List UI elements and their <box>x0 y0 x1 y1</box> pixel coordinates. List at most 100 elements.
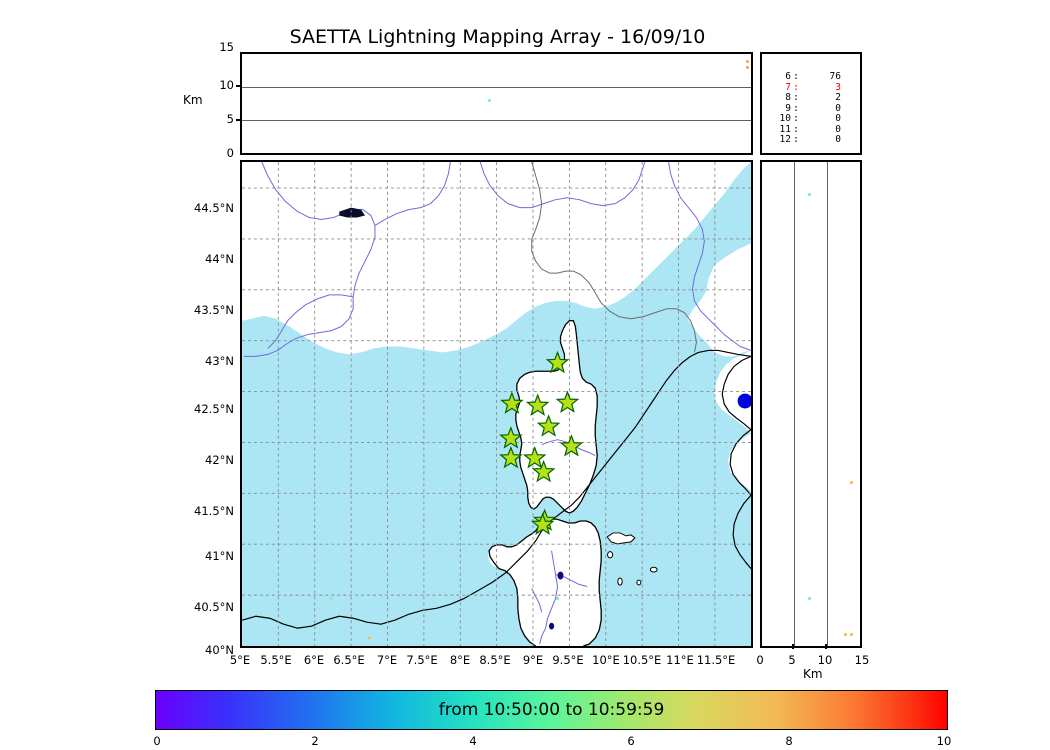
colorbar-tick-6: 6 <box>627 734 635 748</box>
station-marker <box>536 414 561 437</box>
legend-separator: : <box>793 134 799 145</box>
top-panel-ytick-15: 15 <box>219 40 234 54</box>
colorbar-tick-10: 10 <box>936 734 952 748</box>
legend-count: 0 <box>835 113 841 124</box>
legend-row: 10 : 0 <box>765 113 860 125</box>
colorbar[interactable]: from 10:50:00 to 10:59:59 <box>155 690 948 730</box>
map-lon-tick-5-5: 5.5°E <box>260 653 292 667</box>
right-height-panel[interactable] <box>760 160 862 648</box>
legend-row: 6 : 76 <box>765 71 860 83</box>
station-marker <box>531 459 556 483</box>
source-point <box>746 66 749 69</box>
legend-stations: 11 <box>779 123 791 135</box>
top-panel-ytick-0: 0 <box>226 146 234 160</box>
top-panel-ytick-10: 10 <box>219 78 234 92</box>
map-lon-tick-9: 9°E <box>522 653 544 667</box>
tick-mark <box>236 85 241 87</box>
right-panel-xtick-10: 10 <box>817 653 833 667</box>
colorbar-tick-8: 8 <box>785 734 793 748</box>
source-dot <box>737 393 751 409</box>
map-lat-tick-40: 40°N <box>205 643 234 657</box>
map-lon-tick-10: 10°E <box>592 653 620 667</box>
page-title: SAETTA Lightning Mapping Array - 16/09/1… <box>289 26 706 48</box>
lightning-map[interactable] <box>240 160 753 648</box>
legend-row: 7 : 3 <box>765 81 860 94</box>
legend-stations: 9 <box>785 102 791 114</box>
legend-stations: 12 <box>779 134 791 145</box>
source-point <box>746 60 749 63</box>
legend-row: 11 : 0 <box>765 123 860 136</box>
right-panel-gridline-10 <box>827 162 828 646</box>
map-lon-tick-7: 7°E <box>376 653 398 667</box>
legend-stations: 6 <box>785 71 791 82</box>
right-panel-xtick-15: 15 <box>854 653 870 667</box>
legend-separator: : <box>793 123 799 135</box>
map-lon-tick-8-5: 8.5°E <box>479 653 511 667</box>
legend-separator: : <box>793 81 799 93</box>
source-point <box>808 193 811 196</box>
colorbar-tick-4: 4 <box>469 734 477 748</box>
stats-panel <box>760 52 862 155</box>
source-point <box>808 597 811 600</box>
station-marker <box>499 426 523 449</box>
station-marker <box>499 445 523 469</box>
map-lon-tick-10-5: 10.5°E <box>622 653 662 667</box>
legend-row: 12 : 0 <box>765 134 860 146</box>
map-lon-tick-11-5: 11.5°E <box>696 653 736 667</box>
station-marker <box>500 391 524 414</box>
legend-separator: : <box>793 92 799 103</box>
legend-count: 0 <box>835 134 841 145</box>
map-lat-tick-42-5: 42.5°N <box>194 402 234 416</box>
tick-mark <box>792 644 794 649</box>
legend-count: 0 <box>835 102 841 114</box>
legend-stations: 10 <box>779 113 791 124</box>
legend-count: 2 <box>835 92 841 103</box>
right-panel-xtick-0: 0 <box>756 653 764 667</box>
right-panel-xtick-5: 5 <box>788 653 796 667</box>
map-lon-tick-11: 11°E <box>666 653 694 667</box>
map-lon-tick-9-5: 9.5°E <box>552 653 584 667</box>
station-marker <box>555 390 580 413</box>
top-panel-axis-label: Km <box>183 93 203 107</box>
right-panel-gridline-5 <box>794 162 795 646</box>
legend-stations: 8 <box>785 92 791 103</box>
map-lat-tick-43-5: 43.5°N <box>194 303 234 317</box>
map-lat-tick-41-5: 41.5°N <box>194 504 234 518</box>
map-lat-tick-44: 44°N <box>205 252 234 266</box>
colorbar-tick-0: 0 <box>153 734 161 748</box>
legend-separator: : <box>793 71 799 82</box>
source-point <box>488 99 491 102</box>
station-marker <box>530 512 555 535</box>
top-panel-gridline-10 <box>242 87 751 88</box>
map-lat-tick-43: 43°N <box>205 354 234 368</box>
legend-separator: : <box>793 113 799 124</box>
map-lon-tick-8: 8°E <box>449 653 471 667</box>
map-lat-tick-42: 42°N <box>205 453 234 467</box>
legend-count: 3 <box>835 81 841 93</box>
colorbar-time-range-label: from 10:50:00 to 10:59:59 <box>438 700 665 720</box>
station-marker <box>559 434 584 457</box>
legend-count: 76 <box>829 71 841 82</box>
legend-separator: : <box>793 102 799 114</box>
source-point <box>844 633 847 636</box>
tick-mark <box>825 644 827 649</box>
top-height-panel[interactable] <box>240 52 753 155</box>
legend-count: 0 <box>835 123 841 135</box>
station-count-legend: 6 : 76 7 : 3 8 : 2 9 : 0 10 : 0 11 : 0 <box>765 71 860 146</box>
colorbar-tick-2: 2 <box>311 734 319 748</box>
map-geography <box>242 162 751 646</box>
tick-mark <box>236 119 241 121</box>
legend-row: 9 : 0 <box>765 102 860 115</box>
legend-stations: 7 <box>785 81 791 93</box>
top-panel-gridline-5 <box>242 120 751 121</box>
station-marker <box>545 350 570 374</box>
station-marker <box>522 445 547 469</box>
source-point <box>850 481 853 484</box>
map-lat-tick-41: 41°N <box>205 549 234 563</box>
top-panel-ytick-5: 5 <box>226 112 234 126</box>
map-lon-tick-6: 6°E <box>303 653 325 667</box>
right-panel-axis-label: Km <box>803 667 823 681</box>
map-lon-tick-5: 5°E <box>229 653 251 667</box>
legend-row: 8 : 2 <box>765 92 860 104</box>
